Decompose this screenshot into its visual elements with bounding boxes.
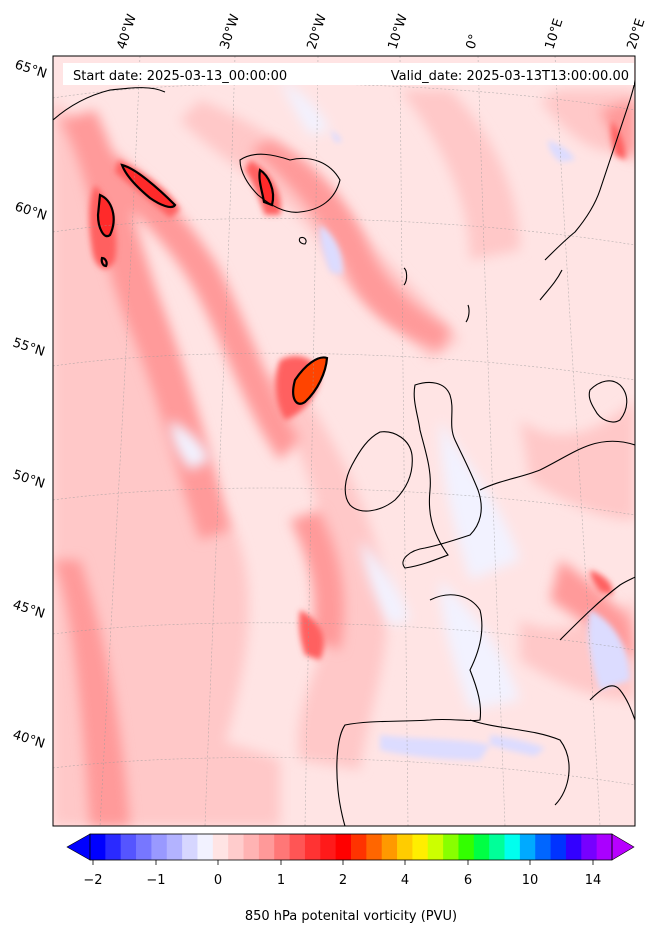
colorbar-cell — [596, 834, 613, 860]
colorbar-cell — [581, 834, 598, 860]
colorbar-cell — [489, 834, 505, 860]
colorbar-tick-label: −1 — [146, 873, 165, 888]
colorbar-cell — [381, 834, 398, 860]
colorbar-cell — [412, 834, 429, 860]
colorbar: −2 −1 0 1 2 4 6 10 14 850 hPa potenital vorticit… — [66, 833, 635, 924]
map-panel — [53, 56, 635, 826]
colorbar-cell — [443, 834, 459, 860]
longitude-label: 40°W — [115, 12, 140, 51]
colorbar-cell — [565, 834, 582, 860]
vorticity-negative-patch — [319, 130, 630, 760]
colorbar-cell — [212, 834, 229, 860]
longitude-label: 20°E — [625, 17, 649, 51]
latitude-label: 60°N — [13, 200, 49, 224]
colorbar-cell — [243, 834, 260, 860]
colorbar-cell — [120, 834, 137, 860]
colorbar-cell — [458, 834, 475, 860]
colorbar-cell — [397, 834, 413, 860]
colorbar-cell — [151, 834, 168, 860]
colorbar-cell — [320, 834, 337, 860]
colorbar-tick-label: 14 — [585, 873, 602, 888]
colorbar-cell — [535, 834, 551, 860]
colorbar-tick-label: 4 — [401, 873, 409, 888]
colorbar-cell — [473, 834, 490, 860]
latitude-label: 40°N — [11, 728, 47, 752]
colorbar-cell — [258, 834, 275, 860]
latitude-label: 50°N — [11, 468, 47, 492]
longitude-label: 10°E — [543, 17, 567, 51]
longitude-labels: 40°W 30°W 20°W 10°W 0° 10°E 20°E — [115, 12, 649, 51]
start-date-label: Start date: 2025-03-13_00:00:00 — [73, 69, 287, 84]
longitude-label: 20°W — [305, 12, 330, 51]
colorbar-cell — [304, 834, 321, 860]
colorbar-cell — [289, 834, 306, 860]
colorbar-cells — [90, 834, 613, 860]
colorbar-tick-label: 1 — [277, 873, 285, 888]
pv-contour-lines — [96, 163, 329, 405]
colorbar-cell — [351, 834, 367, 860]
latitude-label: 65°N — [13, 58, 49, 82]
colorbar-low-extension — [66, 833, 91, 861]
colorbar-high-extension — [611, 833, 635, 861]
colorbar-cell — [335, 834, 352, 860]
longitude-label: 30°W — [218, 12, 243, 51]
colorbar-tick-label: −2 — [83, 873, 102, 888]
colorbar-cell — [197, 834, 214, 860]
graticule-lines — [53, 56, 635, 826]
coastlines — [53, 79, 635, 826]
colorbar-cell — [274, 834, 290, 860]
longitude-label: 0° — [464, 33, 483, 52]
latitude-labels: 65°N 60°N 55°N 50°N 45°N 40°N — [11, 58, 49, 752]
colorbar-cell — [550, 834, 567, 860]
map-frame — [52, 55, 636, 827]
colorbar-tick-label: 2 — [339, 873, 347, 888]
colorbar-ticks: −2 −1 0 1 2 4 6 10 14 — [83, 860, 601, 888]
colorbar-tick-label: 10 — [522, 873, 539, 888]
colorbar-cell — [427, 834, 444, 860]
latitude-label: 45°N — [11, 598, 47, 622]
colorbar-cell — [90, 834, 106, 860]
colorbar-cell — [519, 834, 536, 860]
colorbar-cell — [166, 834, 183, 860]
colorbar-label: 850 hPa potenital vorticity (PVU) — [245, 909, 457, 924]
colorbar-cell — [136, 834, 152, 860]
colorbar-frame — [89, 833, 613, 861]
valid-date-label: Valid_date: 2025-03-13T13:00:00.00 — [391, 69, 629, 84]
colorbar-tick-label: 6 — [464, 873, 472, 888]
colorbar-cell — [105, 834, 122, 860]
colorbar-tick-label: 0 — [214, 873, 222, 888]
colorbar-cell — [504, 834, 521, 860]
colorbar-cell — [228, 834, 244, 860]
longitude-label: 10°W — [386, 12, 411, 51]
colorbar-cell — [182, 834, 198, 860]
colorbar-cell — [366, 834, 383, 860]
header-box — [63, 63, 634, 85]
latitude-label: 55°N — [11, 336, 47, 360]
